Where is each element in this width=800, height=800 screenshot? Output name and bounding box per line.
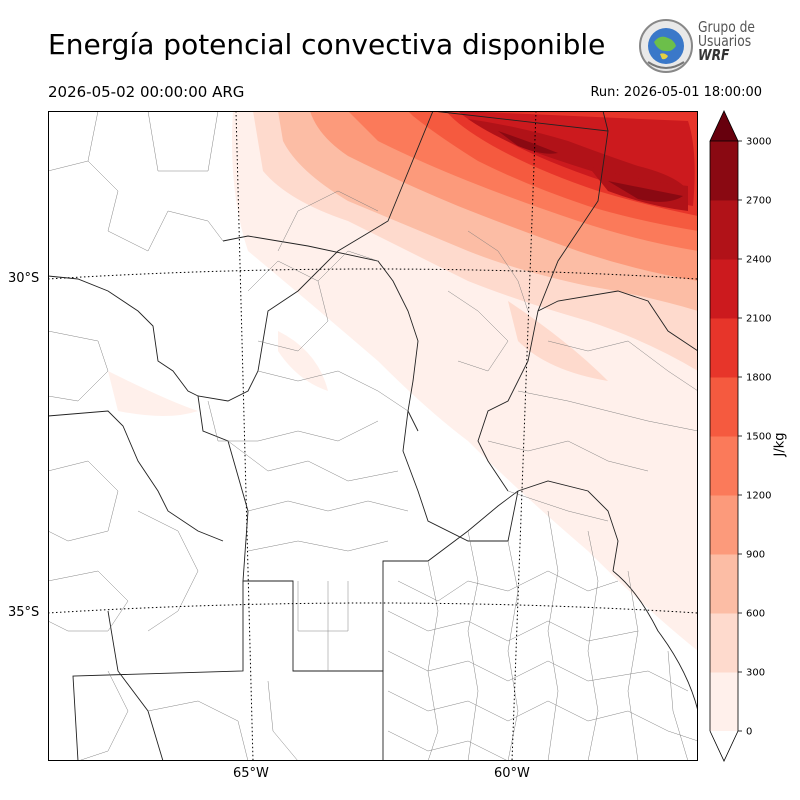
colorbar-bin [710,613,738,673]
map-title: Energía potencial convectiva disponible [48,28,606,61]
colorbar-extend-max [709,110,739,142]
colorbar-tick-label: 2100 [746,314,771,325]
globe-icon [639,19,693,73]
lat-label-35s: 35°S [8,605,40,620]
wrf-logo: Grupo de Usuarios WRF [638,18,768,73]
colorbar-bin [710,672,738,732]
colorbar-tick-label: 0 [746,727,752,738]
colorbar-bin [710,259,738,319]
colorbar-tick-label: 1500 [746,432,771,443]
colorbar-bin [710,554,738,614]
department-boundaries [48,111,698,761]
lat-label-30s: 30°S [8,271,40,286]
colorbar-bin [710,141,738,201]
colorbar-bin [710,318,738,378]
map-frame [48,111,698,761]
colorbar-bin [710,495,738,555]
graticule [48,111,698,761]
run-time: Run: 2026-05-01 18:00:00 [590,85,762,100]
colorbar-tick-label: 900 [746,550,765,561]
colorbar-bin [710,377,738,437]
colorbar-tick-label: 3000 [746,137,771,148]
colorbar-bin [710,436,738,496]
province-boundaries [48,111,698,761]
lon-label-60w: 60°W [494,766,530,781]
colorbar-tick-label: 600 [746,609,765,620]
cape-shading [108,111,698,651]
colorbar-tick-label: 300 [746,668,765,679]
colorbar-tick-label: 2700 [746,196,771,207]
cape-map [48,111,698,761]
colorbar-tick-label: 1200 [746,491,771,502]
logo-text: Grupo de Usuarios WRF [698,18,756,64]
colorbar: 0 300 600 900 1200 1500 1800 2100 2400 2700 3000 [709,110,771,762]
lon-label-65w: 65°W [233,766,269,781]
colorbar-bin [710,200,738,260]
colorbar-tick-label: 2400 [746,255,771,266]
colorbar-unit: J/kg [772,432,788,457]
colorbar-tick-label: 1800 [746,373,771,384]
valid-time: 2026-05-02 00:00:00 ARG [48,83,245,101]
colorbar-extend-min [709,730,739,762]
